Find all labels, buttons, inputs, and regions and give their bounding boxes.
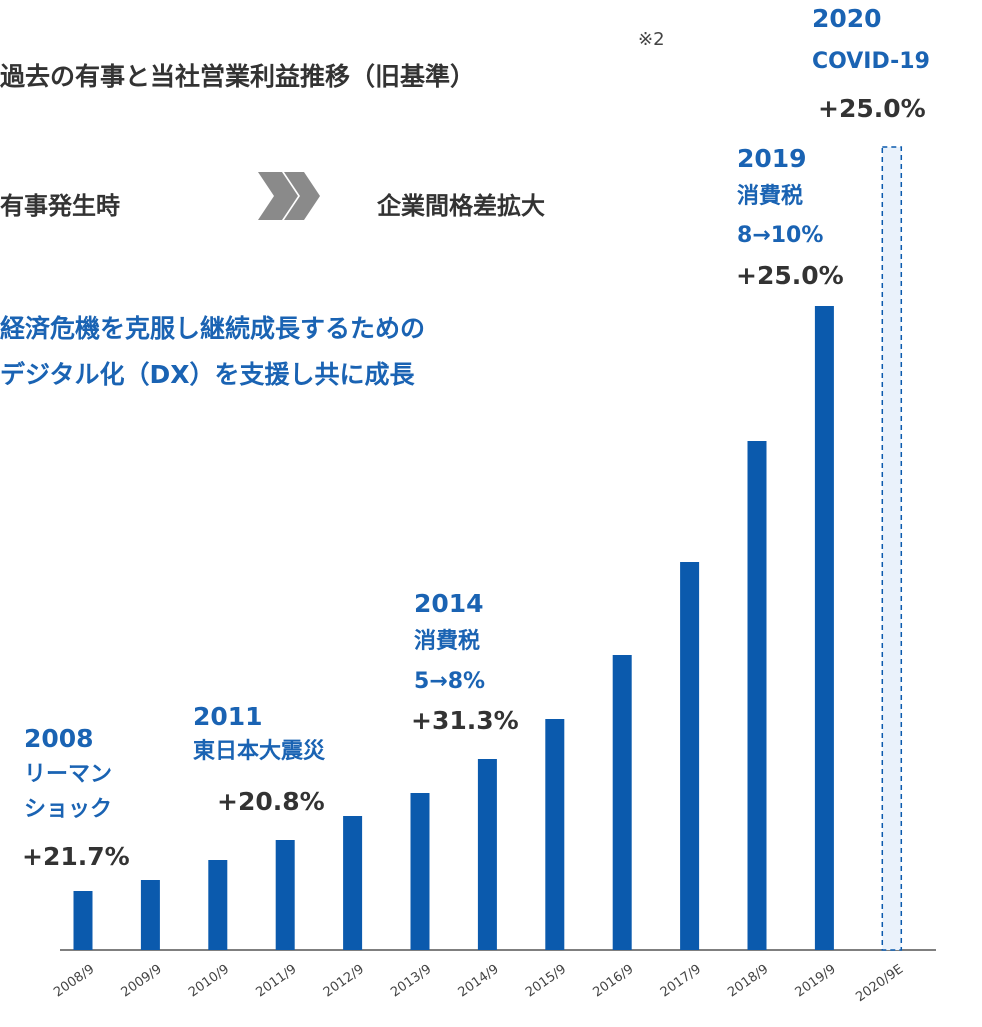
x-tick-label: 2008/9	[51, 962, 97, 1001]
bar	[477, 759, 497, 950]
flow-to: 企業間格差拡大	[377, 192, 545, 220]
event-label: 2020	[812, 4, 882, 33]
x-tick-label: 2013/9	[388, 962, 434, 1001]
chevron	[258, 172, 298, 220]
event-change: +25.0%	[818, 94, 926, 123]
event-label: 2019	[737, 144, 807, 173]
event-label: 2008	[24, 724, 94, 753]
event-change: +25.0%	[736, 261, 844, 290]
bar	[680, 562, 700, 950]
bar	[275, 840, 295, 950]
bar	[140, 880, 160, 950]
x-tick-label: 2019/9	[793, 962, 839, 1001]
x-tick-label: 2012/9	[321, 962, 367, 1001]
x-tick-label: 2016/9	[590, 962, 636, 1001]
note-mark: ※2	[638, 29, 665, 50]
x-tick-label: 2020/9E	[853, 962, 906, 1005]
event-label: 消費税	[414, 628, 480, 654]
event-label: 消費税	[737, 183, 803, 209]
event-label: ショック	[24, 797, 112, 822]
bar	[881, 146, 903, 951]
bar	[208, 860, 228, 950]
x-tick-label: 2018/9	[725, 962, 771, 1001]
x-tick-label: 2009/9	[119, 962, 165, 1001]
event-label: COVID-19	[812, 49, 930, 74]
bar	[814, 306, 834, 950]
event-change: +21.7%	[22, 842, 130, 871]
bar	[747, 441, 767, 950]
message-line: 経済危機を克服し継続成長するための	[0, 314, 425, 343]
event-label: 5→8%	[414, 669, 485, 694]
bar	[612, 655, 632, 950]
chart-title: 過去の有事と当社営業利益推移（旧基準）	[0, 62, 475, 91]
event-label: 2014	[414, 589, 484, 618]
bar	[410, 793, 430, 950]
x-tick-label: 2011/9	[253, 962, 299, 1001]
bar	[73, 891, 93, 950]
message-line: デジタル化（DX）を支援し共に成長	[0, 360, 416, 389]
event-change: +31.3%	[411, 706, 519, 735]
x-tick-label: 2014/9	[456, 962, 502, 1001]
chevron	[284, 172, 320, 220]
event-change: +20.8%	[217, 787, 325, 816]
event-label: リーマン	[24, 762, 112, 787]
bar	[545, 719, 565, 950]
x-tick-label: 2017/9	[658, 962, 704, 1001]
x-tick-label: 2010/9	[186, 962, 232, 1001]
event-label: 東日本大震災	[193, 739, 326, 764]
event-label: 2011	[193, 702, 263, 731]
bar	[343, 816, 363, 950]
flow-from: 有事発生時	[0, 192, 120, 220]
x-tick-label: 2015/9	[523, 962, 569, 1001]
event-label: 8→10%	[737, 223, 823, 248]
